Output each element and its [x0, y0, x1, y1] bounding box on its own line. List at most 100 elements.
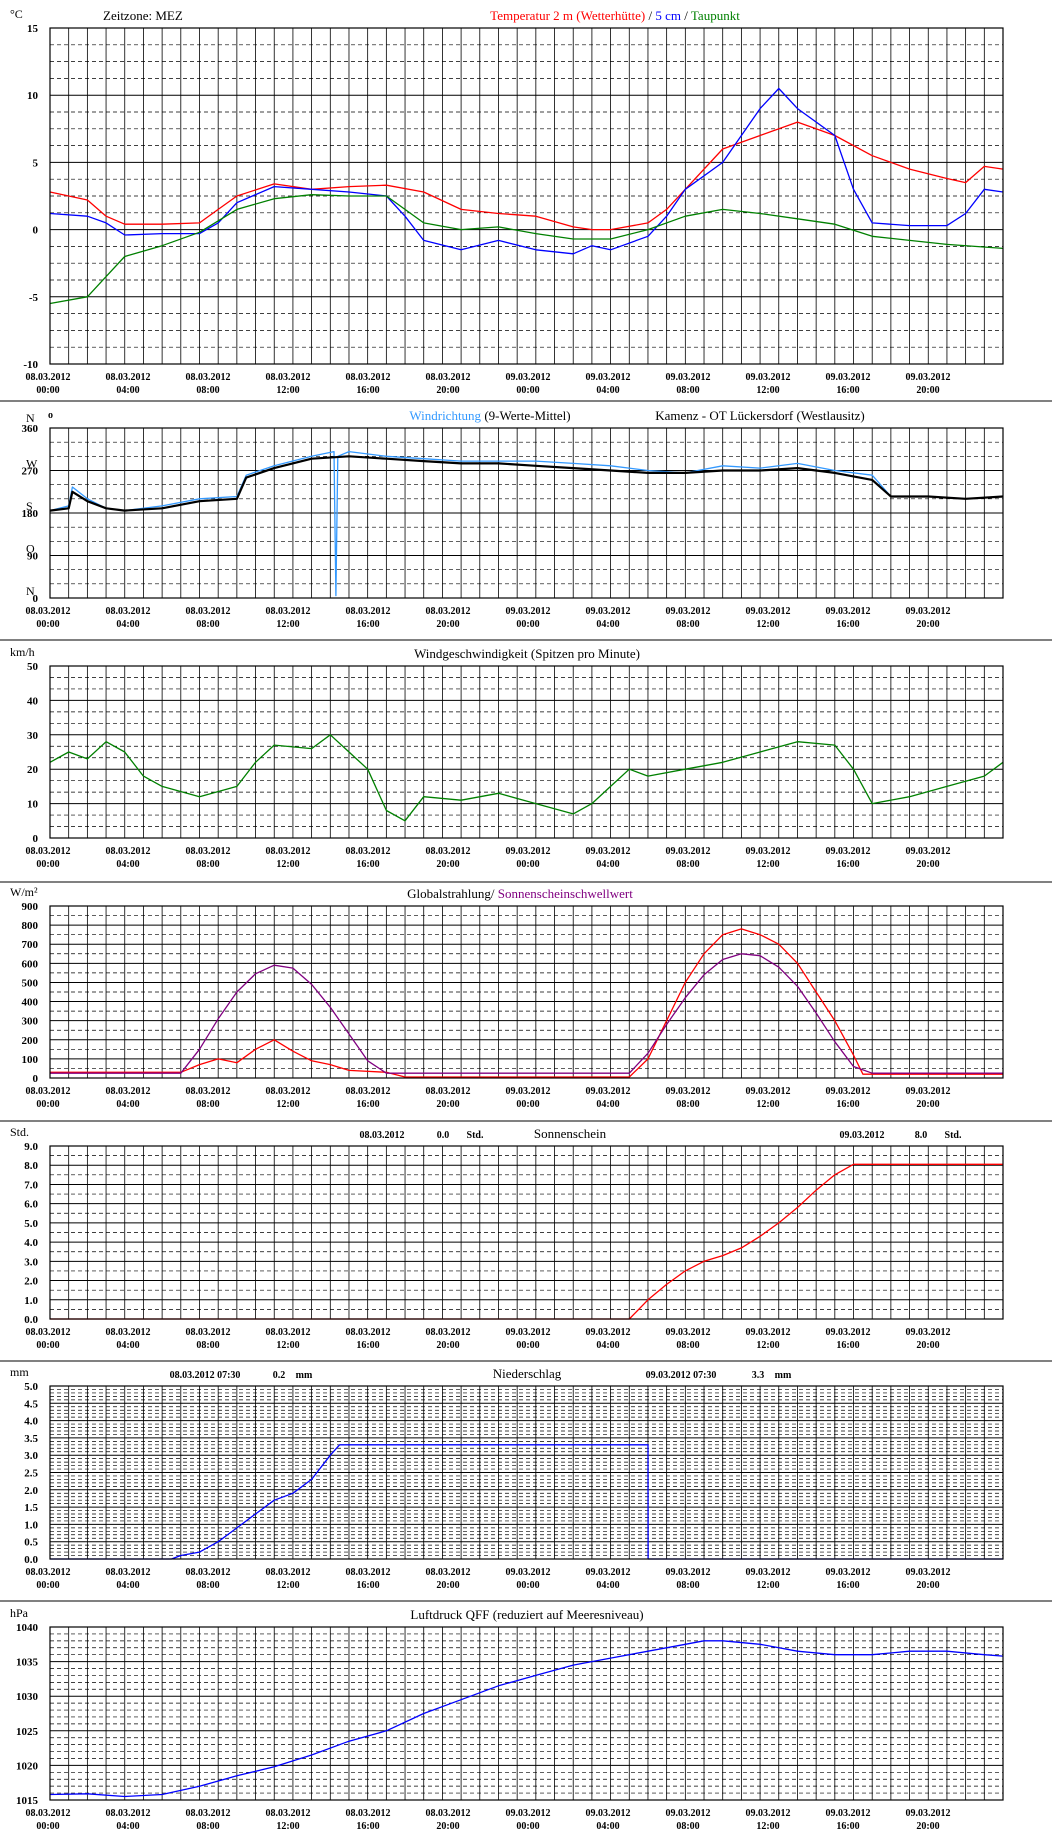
y-unit-label: hPa — [10, 1606, 29, 1620]
x-tick-time: 12:00 — [756, 1099, 779, 1110]
x-tick-date: 09.03.2012 — [746, 1086, 791, 1097]
x-tick-date: 09.03.2012 — [666, 846, 711, 857]
plot-frame — [49, 905, 1004, 1079]
x-tick-time: 20:00 — [436, 1821, 459, 1832]
y-tick-label: 5.0 — [24, 1381, 38, 1393]
x-tick-date: 09.03.2012 — [586, 1567, 631, 1578]
left-info: 0.0 — [437, 1130, 450, 1141]
x-tick-date: 08.03.2012 — [26, 372, 71, 383]
title-part: / — [681, 8, 691, 23]
y-tick-label: 0.0 — [24, 1314, 38, 1326]
x-tick-date: 09.03.2012 — [506, 606, 551, 617]
x-tick-date: 08.03.2012 — [346, 846, 391, 857]
title-part: 5 cm — [655, 8, 681, 23]
x-tick-date: 08.03.2012 — [266, 846, 311, 857]
title-part: (9-Werte-Mittel) — [481, 408, 571, 423]
x-tick-date: 08.03.2012 — [426, 1327, 471, 1338]
x-tick-date: 09.03.2012 — [506, 372, 551, 383]
x-tick-date: 09.03.2012 — [826, 1327, 871, 1338]
x-tick-time: 00:00 — [36, 1340, 59, 1351]
x-tick-time: 20:00 — [916, 1580, 939, 1591]
y-tick-label: 100 — [22, 1054, 39, 1066]
x-tick-time: 04:00 — [596, 1099, 619, 1110]
x-tick-date: 08.03.2012 — [426, 1808, 471, 1819]
x-tick-time: 12:00 — [276, 859, 299, 870]
x-tick-time: 12:00 — [276, 385, 299, 396]
y-tick-label: 2.5 — [24, 1468, 38, 1480]
x-tick-date: 08.03.2012 — [186, 606, 231, 617]
x-tick-time: 00:00 — [516, 859, 539, 870]
x-tick-time: 00:00 — [516, 1340, 539, 1351]
x-tick-date: 09.03.2012 — [506, 1567, 551, 1578]
x-tick-date: 08.03.2012 — [266, 1327, 311, 1338]
winddir-series-line — [49, 455, 1004, 512]
x-tick-time: 04:00 — [596, 1821, 619, 1832]
y-unit-label: Std. — [10, 1125, 29, 1139]
y-tick-label: 3.0 — [24, 1450, 38, 1462]
x-tick-date: 08.03.2012 — [106, 372, 151, 383]
radiation-title: Globalstrahlung/ Sonnenscheinschwellwert — [407, 886, 633, 901]
x-tick-date: 09.03.2012 — [586, 846, 631, 857]
right-info: 09.03.2012 07:30 — [646, 1370, 717, 1381]
x-tick-date: 08.03.2012 — [266, 606, 311, 617]
x-tick-date: 09.03.2012 — [906, 1567, 951, 1578]
sunshine-title: Sonnenschein — [534, 1126, 607, 1141]
radiation-series-line — [50, 953, 1003, 1074]
x-tick-time: 00:00 — [36, 1821, 59, 1832]
x-tick-date: 09.03.2012 — [506, 1327, 551, 1338]
x-tick-date: 08.03.2012 — [106, 1808, 151, 1819]
x-tick-date: 08.03.2012 — [26, 606, 71, 617]
y-tick-label: 5.0 — [24, 1218, 38, 1230]
temperature-series-line — [49, 194, 1004, 305]
timezone-label: Zeitzone: MEZ — [103, 8, 183, 23]
windspeed-title: Windgeschwindigkeit (Spitzen pro Minute) — [414, 646, 640, 661]
x-tick-time: 12:00 — [276, 619, 299, 630]
x-tick-time: 04:00 — [596, 1580, 619, 1591]
x-tick-date: 09.03.2012 — [906, 1327, 951, 1338]
x-tick-date: 09.03.2012 — [746, 1327, 791, 1338]
compass-label: S — [26, 499, 33, 513]
x-tick-time: 04:00 — [116, 1821, 139, 1832]
pressure-chart: 10401035103010251020101508.03.201200:000… — [10, 1606, 1004, 1832]
y-tick-label: 15 — [27, 23, 39, 35]
compass-label: N — [26, 411, 35, 425]
x-tick-time: 00:00 — [516, 385, 539, 396]
compass-label: O — [26, 542, 35, 556]
x-tick-time: 04:00 — [116, 1340, 139, 1351]
x-tick-time: 12:00 — [276, 1099, 299, 1110]
x-tick-time: 20:00 — [436, 1340, 459, 1351]
x-tick-date: 09.03.2012 — [586, 606, 631, 617]
sunshine-chart: 9.08.07.06.05.04.03.02.01.00.008.03.2012… — [0, 1125, 1052, 1362]
x-tick-time: 20:00 — [916, 859, 939, 870]
x-tick-date: 08.03.2012 — [26, 1086, 71, 1097]
title-part: Windrichtung — [409, 408, 481, 423]
y-tick-label: 3.5 — [24, 1433, 38, 1445]
y-tick-label: 200 — [22, 1035, 39, 1047]
x-tick-time: 08:00 — [196, 385, 219, 396]
y-tick-label: 0 — [33, 593, 39, 605]
x-tick-date: 09.03.2012 — [826, 846, 871, 857]
radiation-series-line — [50, 928, 1003, 1078]
x-tick-time: 08:00 — [196, 1580, 219, 1591]
y-tick-label: 0 — [33, 225, 39, 237]
temperature-chart: 151050-5-1008.03.201200:0008.03.201204:0… — [0, 7, 1052, 402]
sunshine-series-line — [50, 1163, 1003, 1320]
precip-chart: 5.04.54.03.53.02.52.01.51.00.50.008.03.2… — [0, 1365, 1052, 1602]
x-tick-time: 08:00 — [196, 859, 219, 870]
plot-frame — [49, 665, 1004, 839]
x-tick-date: 09.03.2012 — [826, 606, 871, 617]
y-tick-label: 700 — [22, 939, 39, 951]
x-tick-date: 08.03.2012 — [106, 606, 151, 617]
x-tick-date: 08.03.2012 — [266, 372, 311, 383]
x-tick-time: 20:00 — [436, 385, 459, 396]
x-tick-time: 08:00 — [676, 1340, 699, 1351]
plot-frame — [49, 27, 1004, 365]
x-tick-time: 00:00 — [36, 1580, 59, 1591]
y-tick-label: 10 — [27, 90, 39, 102]
x-tick-date: 08.03.2012 — [26, 1327, 71, 1338]
x-tick-time: 08:00 — [676, 1821, 699, 1832]
y-tick-label: 2.0 — [24, 1485, 38, 1497]
y-tick-label: 40 — [27, 695, 39, 707]
x-tick-date: 08.03.2012 — [186, 1327, 231, 1338]
